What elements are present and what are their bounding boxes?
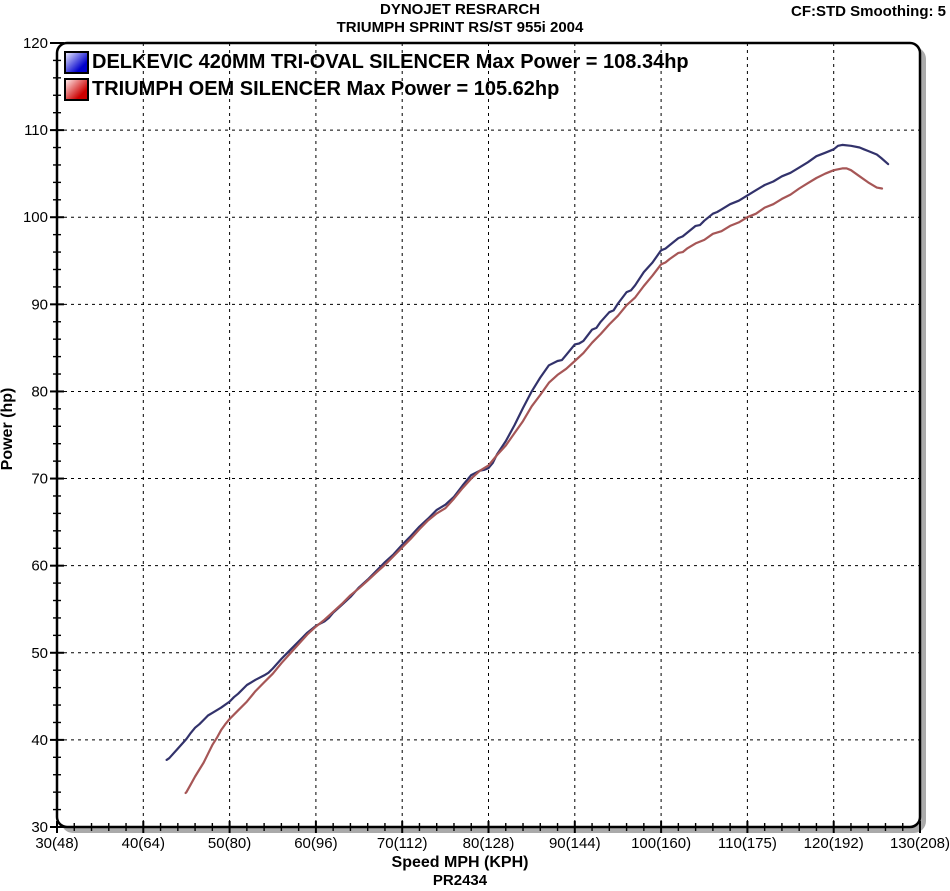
plot-frame [55,41,922,829]
x-axis-title: Speed MPH (KPH) [391,854,529,871]
svg-text:80(128): 80(128) [463,835,515,852]
svg-text:40(64): 40(64) [122,835,165,852]
legend: DELKEVIC 420MM TRI-OVAL SILENCER Max Pow… [64,49,689,103]
svg-text:30: 30 [31,819,48,836]
svg-text:30(48): 30(48) [35,835,78,852]
svg-text:100(160): 100(160) [631,835,691,852]
svg-text:130(208): 130(208) [890,835,950,852]
legend-swatch-blue-icon [64,51,89,74]
run-id: PR2434 [432,872,488,889]
svg-text:60(96): 60(96) [294,835,337,852]
x-tick-labels: 30(48) 40(64) 50(80) 60(96) 70(112) 80(128) 90… [35,835,950,852]
svg-text:120: 120 [23,35,48,52]
legend-label-oem: TRIUMPH OEM SILENCER Max Power = 105.62h… [92,78,560,100]
y-axis-title: Power (hp) [0,387,16,471]
svg-text:70(112): 70(112) [377,835,428,852]
chart-title: DYNOJET RESRARCH TRIUMPH SPRINT RS/ST 95… [0,1,920,37]
y-tick-labels: 30 40 50 60 70 80 90 100 110 120 [23,35,48,836]
svg-text:70: 70 [31,471,48,488]
correction-smoothing-info: CF:STD Smoothing: 5 [791,3,946,20]
series-line-oem [184,167,884,795]
chart-title-line2: TRIUMPH SPRINT RS/ST 955i 2004 [336,19,584,36]
svg-text:120(192): 120(192) [804,835,864,852]
chart-title-line1: DYNOJET RESRARCH [379,1,541,18]
svg-text:50: 50 [31,645,48,662]
svg-text:90(144): 90(144) [549,835,601,852]
legend-label-delkevic: DELKEVIC 420MM TRI-OVAL SILENCER Max Pow… [92,51,689,73]
svg-text:110: 110 [24,122,48,139]
svg-text:60: 60 [31,558,48,575]
svg-text:80: 80 [31,383,48,400]
svg-text:40: 40 [31,732,48,749]
svg-text:90: 90 [31,296,48,313]
series-line-delkevic [165,143,890,762]
gridlines [57,43,920,827]
svg-text:50(80): 50(80) [208,835,251,852]
legend-item-oem: TRIUMPH OEM SILENCER Max Power = 105.62h… [64,76,689,103]
svg-text:110(175): 110(175) [718,835,777,852]
svg-text:100: 100 [23,209,48,226]
legend-item-delkevic: DELKEVIC 420MM TRI-OVAL SILENCER Max Pow… [64,49,689,76]
legend-swatch-red-icon [64,78,89,101]
